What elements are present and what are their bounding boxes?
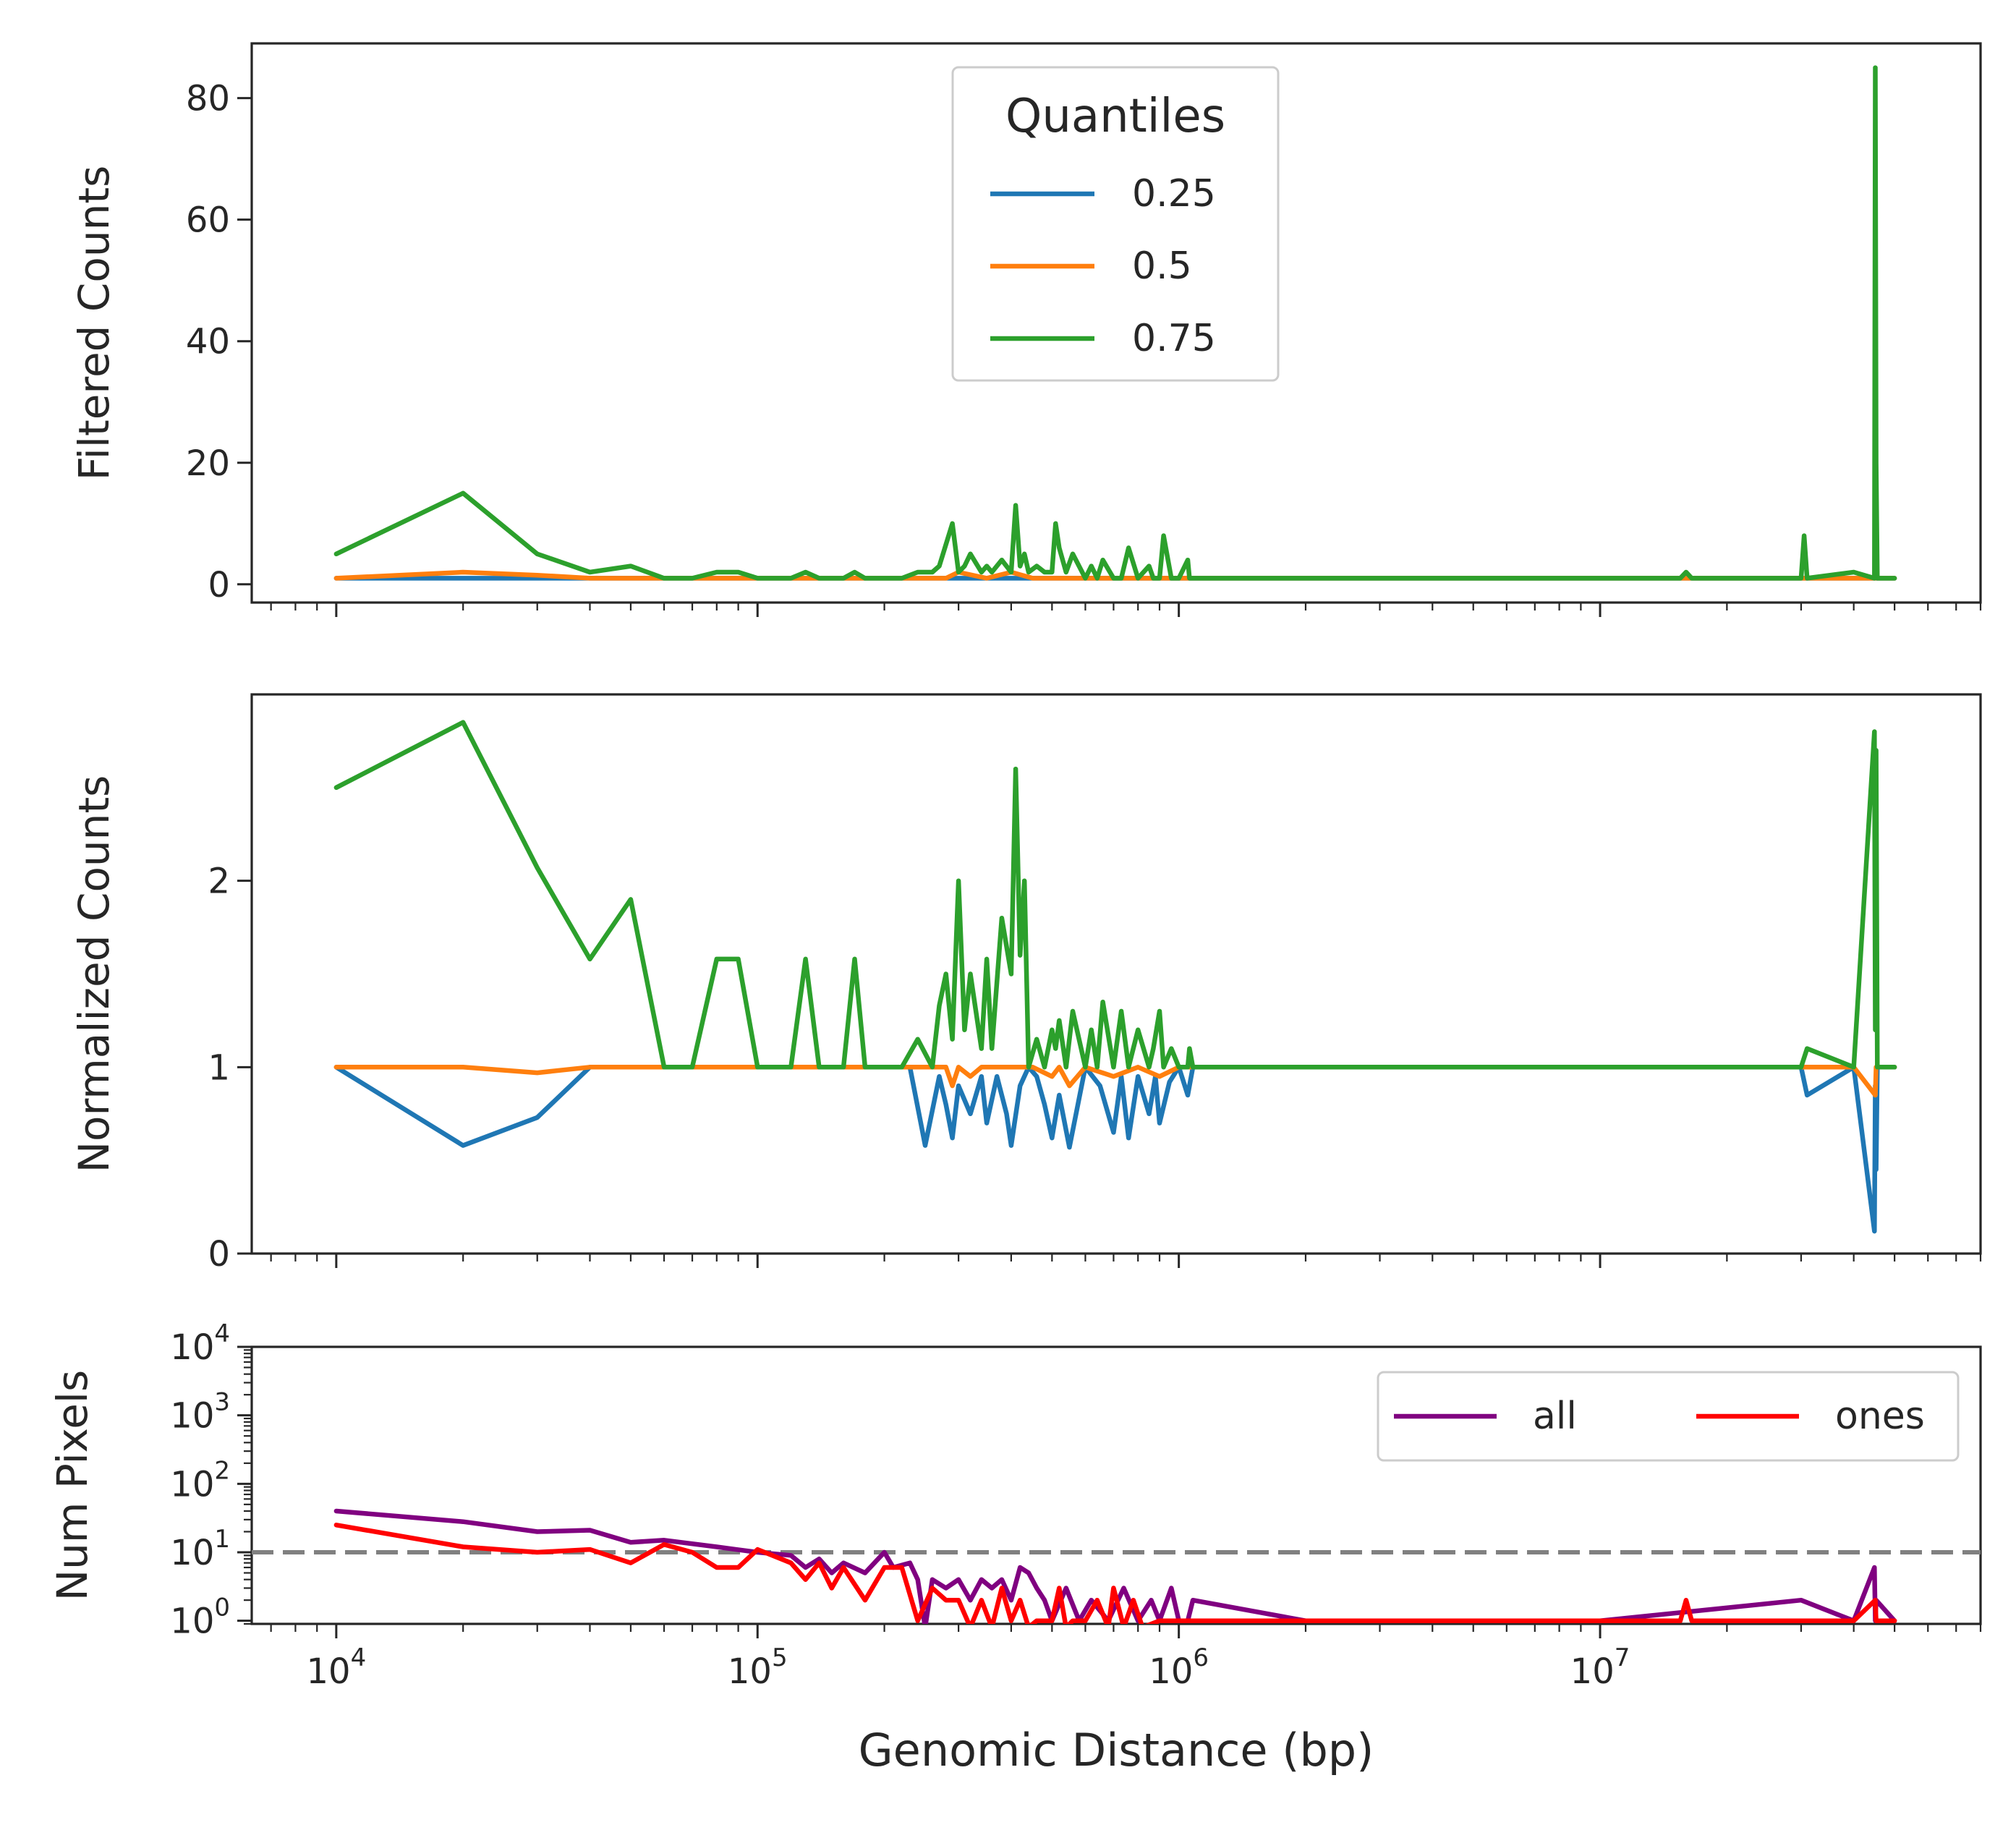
plot-frame (250, 1345, 1982, 1625)
series-all (333, 1508, 1897, 1624)
y-tick-label: 100 (170, 1594, 230, 1642)
x-axis (270, 1254, 1982, 1268)
y-tick-label: 104 (170, 1319, 230, 1368)
y-axis-label: Filtered Counts (69, 166, 119, 481)
legend-label: 0.25 (1132, 172, 1216, 216)
legend-frame (951, 66, 1280, 382)
series-line-0-75 (333, 720, 1897, 1070)
series-line-ones (333, 1523, 1897, 1624)
y-tick-label: 1 (208, 1047, 230, 1088)
series-0-5 (333, 1065, 1897, 1098)
filtered-counts-panel: 0 20 40 60 80 Filtered Counts Quantiles 0.25 0.5… (69, 42, 1982, 617)
legend-frame (1377, 1371, 1960, 1462)
legend-label: ones (1835, 1395, 1925, 1438)
legend-label: 0.75 (1132, 317, 1216, 360)
series-line-0-25 (333, 1065, 1897, 1234)
series-ones (333, 1523, 1897, 1624)
series-0-25 (333, 1065, 1897, 1234)
y-tick-label: 2 (208, 861, 230, 902)
y-tick-label: 0 (208, 1234, 230, 1275)
x-axis (270, 603, 1982, 617)
y-tick-label: 80 (186, 79, 230, 119)
legend: Quantiles 0.25 0.5 0.75 (951, 66, 1280, 382)
y-axis-label: Num Pixels (48, 1370, 97, 1601)
y-tick-label: 103 (170, 1388, 230, 1437)
series-line-0-5 (333, 1065, 1897, 1098)
x-tick-label: 107 (1570, 1643, 1630, 1692)
y-axis-label: Normalized Counts (69, 775, 119, 1173)
x-tick-label: 106 (1149, 1643, 1209, 1692)
y-tick-label: 102 (170, 1456, 230, 1505)
legend-title: Quantiles (1005, 90, 1225, 143)
y-tick-label: 60 (186, 200, 230, 241)
plot-frame (250, 693, 1982, 1255)
y-axis: 100 101 102 103 104 (170, 1319, 252, 1642)
y-axis: 0 20 40 60 80 (186, 79, 252, 605)
plot-frame (250, 42, 1982, 604)
data-region (333, 65, 1897, 581)
data-region (252, 1508, 1981, 1624)
series-0-75 (333, 720, 1897, 1070)
series-line-all (333, 1508, 1897, 1624)
x-axis-label: Genomic Distance (bp) (859, 1724, 1374, 1777)
y-tick-label: 40 (186, 322, 230, 362)
x-tick-label: 105 (728, 1643, 788, 1692)
legend-label: all (1533, 1395, 1577, 1438)
y-tick-label: 101 (170, 1525, 230, 1573)
num-pixels-panel: 104 105 106 107 100 101 102 103 104 Num Pixels Gen… (48, 1319, 1982, 1777)
y-tick-label: 20 (186, 443, 230, 484)
series-0-75 (333, 65, 1897, 581)
x-tick-label: 104 (307, 1643, 367, 1692)
series-line-0-75 (333, 65, 1897, 581)
normalized-counts-panel: 0 1 2 Normalized Counts (69, 693, 1982, 1275)
legend-label: 0.5 (1132, 244, 1192, 288)
y-axis: 0 1 2 (208, 861, 252, 1275)
x-axis: 104 105 106 107 (270, 1624, 1982, 1692)
data-region (333, 720, 1897, 1234)
y-tick-label: 0 (208, 565, 230, 605)
legend: all ones (1377, 1371, 1960, 1462)
